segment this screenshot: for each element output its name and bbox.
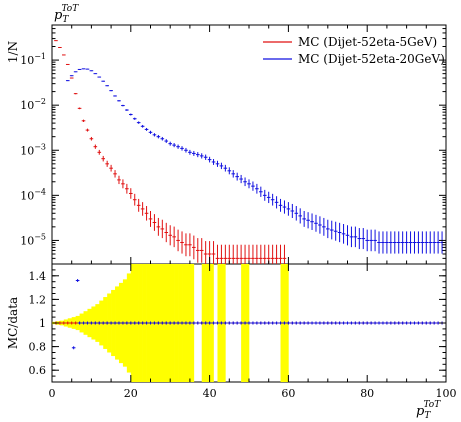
x-axis-label-sup: ToT bbox=[424, 400, 442, 410]
x-tick-label: 80 bbox=[360, 387, 374, 400]
legend: MC (Dijet-52eta-5GeV) MC (Dijet-52eta-20… bbox=[263, 35, 445, 66]
top-axis-label-base: p bbox=[54, 8, 63, 23]
x-axis-label-sub: T bbox=[424, 411, 431, 421]
main-y-ticks: 10−510−410−310−210−1 bbox=[20, 28, 446, 265]
y-tick-label: 10−2 bbox=[20, 97, 46, 112]
ratio-y-tick-label: 0.6 bbox=[29, 364, 47, 377]
ratio-y-axis-label: MC/data bbox=[6, 297, 20, 349]
y-tick-label-exponent: −3 bbox=[34, 142, 46, 151]
y-tick-label: 10−1 bbox=[20, 52, 46, 67]
y-tick-label-base: 10 bbox=[20, 189, 34, 202]
y-tick-label-base: 10 bbox=[20, 234, 34, 247]
top-axis-label: pTToT bbox=[54, 4, 79, 25]
legend-label-mc-5gev: MC (Dijet-52eta-5GeV) bbox=[298, 35, 437, 49]
top-axis-label-sup: ToT bbox=[62, 4, 80, 14]
y-tick-label-exponent: −1 bbox=[34, 52, 46, 61]
y-tick-label-base: 10 bbox=[20, 99, 34, 112]
main-points bbox=[54, 40, 444, 264]
x-tick-label: 100 bbox=[436, 387, 457, 400]
x-axis-label-base: p bbox=[416, 404, 425, 419]
main-y-axis-label: 1/N bbox=[6, 41, 20, 63]
ratio-y-tick-label: 1.4 bbox=[29, 270, 47, 283]
ratio-y-tick-label: 0.8 bbox=[29, 341, 47, 354]
y-tick-label: 10−5 bbox=[20, 232, 46, 247]
y-tick-label-base: 10 bbox=[20, 144, 34, 157]
y-tick-label: 10−3 bbox=[20, 142, 46, 157]
legend-label-mc-20gev: MC (Dijet-52eta-20GeV) bbox=[298, 52, 445, 66]
x-ticks: 0 20 40 60 80 100 bbox=[49, 25, 457, 400]
top-axis-label-sub: T bbox=[62, 15, 69, 25]
ratio-y-tick-label: 1 bbox=[39, 317, 46, 330]
x-axis-label: pTToT bbox=[416, 400, 441, 421]
y-tick-label-exponent: −4 bbox=[34, 187, 46, 196]
ratio-y-ticks: 0.6 0.8 1 1.2 1.4 bbox=[29, 263, 446, 383]
ratio-points bbox=[54, 279, 444, 350]
x-tick-label: 20 bbox=[124, 387, 138, 400]
y-tick-label-base: 10 bbox=[20, 54, 34, 67]
x-tick-label: 60 bbox=[281, 387, 295, 400]
y-tick-label-exponent: −5 bbox=[34, 232, 46, 241]
y-tick-label: 10−4 bbox=[20, 187, 46, 202]
y-tick-label-exponent: −2 bbox=[34, 97, 46, 106]
x-tick-label: 40 bbox=[203, 387, 217, 400]
ratio-y-tick-label: 1.2 bbox=[29, 293, 47, 306]
x-tick-label: 0 bbox=[49, 387, 56, 400]
